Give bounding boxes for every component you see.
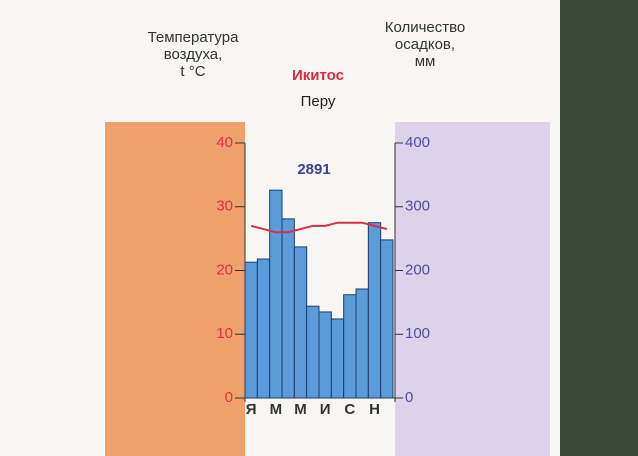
annotation: 2891 (297, 161, 330, 178)
precipitation-band (395, 122, 550, 456)
y2-tick-label: 100 (405, 325, 430, 342)
bar (367, 222, 382, 399)
x-tick-label: Н (369, 401, 380, 418)
bar (343, 294, 357, 399)
bar (330, 318, 345, 399)
x-tick-label: Я (246, 401, 257, 418)
bar (256, 258, 271, 399)
bar (281, 218, 295, 399)
x-tick-label: С (344, 401, 355, 418)
y2-tick-label: 200 (405, 261, 430, 278)
y-axis-label: Температура (148, 29, 240, 46)
chart-subtitle: Перу (301, 93, 336, 110)
bar (293, 246, 308, 399)
y2-tick-label: 300 (405, 198, 430, 215)
temperature-band (105, 122, 245, 456)
chart-title: Икитос (292, 67, 344, 84)
bar (380, 239, 394, 399)
y2-axis-label: мм (415, 53, 436, 70)
x-tick-label: М (294, 401, 307, 418)
y-tick-label: 30 (216, 198, 233, 215)
y-tick-label: 10 (216, 325, 233, 342)
line (250, 221, 388, 234)
y2-tick-label: 0 (405, 389, 413, 406)
photo-edge (560, 0, 638, 456)
bar (355, 288, 369, 399)
x-tick-label: М (270, 401, 283, 418)
y-axis-label: воздуха, (164, 46, 223, 63)
y2-axis-label: Количество (385, 19, 466, 36)
y2-tick-label: 400 (405, 134, 430, 151)
bar (306, 305, 320, 399)
y-axis-label: t °C (180, 63, 205, 80)
y-tick-label: 0 (225, 389, 233, 406)
y2-axis-label: осадков, (395, 36, 455, 53)
x-tick-label: И (320, 401, 331, 418)
bar (318, 311, 332, 399)
y-tick-label: 40 (216, 134, 233, 151)
bar (269, 189, 283, 399)
bar (244, 261, 258, 399)
y-tick-label: 20 (216, 261, 233, 278)
